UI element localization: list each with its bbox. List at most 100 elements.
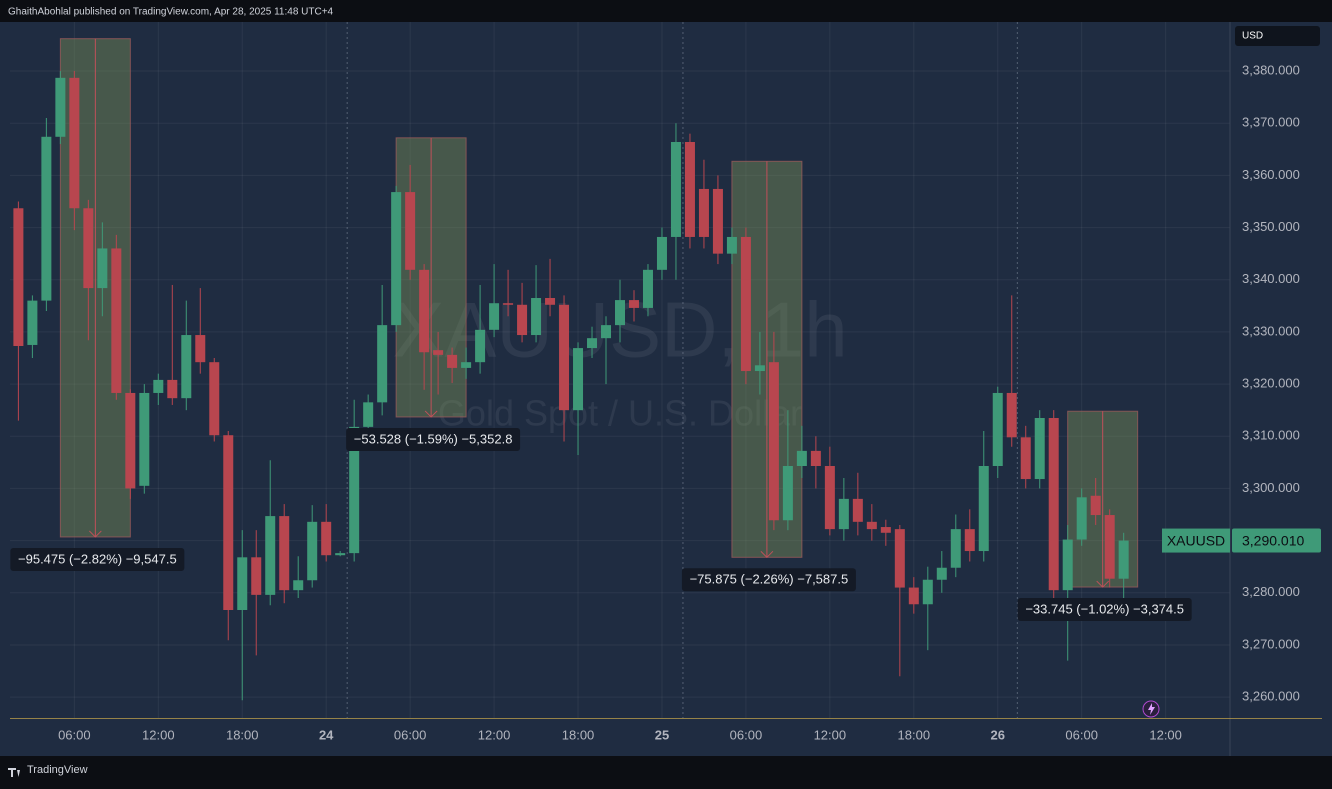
currency-box[interactable] xyxy=(1235,26,1320,46)
candle-body xyxy=(363,402,374,427)
candle-body xyxy=(601,325,612,339)
currency-label: USD xyxy=(1242,31,1263,42)
x-tick-label: 26 xyxy=(991,727,1005,742)
candle-body xyxy=(209,362,220,436)
candle-body xyxy=(321,521,332,556)
position-label-bg xyxy=(346,427,521,451)
x-tick-label: 06:00 xyxy=(1065,727,1098,742)
candle-body xyxy=(866,521,877,530)
candle-body xyxy=(656,236,667,270)
candle-body xyxy=(265,516,276,595)
candle-body xyxy=(852,498,863,522)
candle-body xyxy=(27,300,38,345)
footer-brand: TradingView xyxy=(27,764,88,776)
candle-body xyxy=(1090,495,1101,516)
watermark-subtitle: Gold Spot / U.S. Dollar xyxy=(438,393,802,434)
y-tick-label: 3,260.000 xyxy=(1242,689,1300,704)
candle-body xyxy=(587,338,598,349)
candle-body xyxy=(615,300,625,326)
position-label: −33.745 (−1.02%) −3,374.5 xyxy=(1025,601,1184,616)
candle-body xyxy=(670,142,681,237)
candle-body xyxy=(1104,515,1115,579)
candle-body xyxy=(712,188,723,254)
candle-body xyxy=(768,362,779,521)
candle-body xyxy=(391,192,402,326)
candle-body xyxy=(181,335,192,399)
candle-body xyxy=(237,557,248,610)
position-label-bg xyxy=(1017,598,1192,622)
candle-body xyxy=(13,208,24,346)
y-tick-label: 3,330.000 xyxy=(1242,323,1300,338)
candle-body xyxy=(1048,418,1059,591)
candle-body xyxy=(125,392,136,489)
candle-body xyxy=(279,516,290,591)
x-tick-label: 12:00 xyxy=(478,727,511,742)
position-arrow xyxy=(88,530,102,538)
candle-body xyxy=(684,142,695,237)
publish-header: GhaithAbohlal published on TradingView.c… xyxy=(8,7,334,18)
position-arrow xyxy=(424,410,438,418)
y-tick-label: 3,280.000 xyxy=(1242,584,1300,599)
candle-body xyxy=(405,192,416,270)
candle-body xyxy=(97,248,108,289)
candle-body xyxy=(545,298,556,305)
candle-body xyxy=(503,303,514,305)
candle-body xyxy=(1118,540,1129,579)
y-tick-label: 3,350.000 xyxy=(1242,219,1300,234)
symbol-tag-bg xyxy=(1162,528,1230,553)
candle-body xyxy=(153,379,164,393)
x-tick-label: 12:00 xyxy=(1149,727,1182,742)
y-tick-label: 3,360.000 xyxy=(1242,167,1300,182)
y-tick-label: 3,270.000 xyxy=(1242,636,1300,651)
candle-body xyxy=(838,498,849,530)
candle-body xyxy=(908,587,919,605)
candle-body xyxy=(894,529,905,588)
candle-body xyxy=(223,435,234,610)
candle-body xyxy=(195,335,206,363)
candle-body xyxy=(642,269,653,308)
x-tick-label: 06:00 xyxy=(394,727,427,742)
position-label-bg xyxy=(10,547,185,571)
candle-body xyxy=(307,521,318,581)
chart-area xyxy=(0,22,1332,756)
candle-body xyxy=(1076,497,1087,540)
symbol-tag: XAUUSD xyxy=(1167,532,1225,548)
position-label: −95.475 (−2.82%) −9,547.5 xyxy=(18,551,177,566)
candle-body xyxy=(936,567,947,580)
candle-body xyxy=(698,188,709,237)
candle-body xyxy=(964,529,975,552)
footer-logo xyxy=(8,768,20,777)
candle-body xyxy=(796,450,807,466)
plot: −95.475 (−2.82%) −9,547.5 −53.528 (−1.59%… xyxy=(10,38,1192,701)
candle-body xyxy=(251,557,262,595)
x-tick-label: 24 xyxy=(319,727,334,742)
x-tick-label: 18:00 xyxy=(562,727,595,742)
candle-body xyxy=(1020,437,1031,480)
candle-body xyxy=(111,248,122,393)
candle-body xyxy=(377,325,388,403)
y-tick-label: 3,300.000 xyxy=(1242,480,1300,495)
candle-body xyxy=(55,77,66,137)
x-tick-label: 12:00 xyxy=(142,727,175,742)
candle-body xyxy=(83,208,94,289)
candle-body xyxy=(69,77,80,209)
position-arrow xyxy=(1096,580,1110,588)
position-label-bg xyxy=(681,568,856,592)
candle-body xyxy=(517,304,528,336)
candle-body xyxy=(139,392,150,486)
candle-body xyxy=(740,236,751,372)
y-tick-label: 3,310.000 xyxy=(1242,428,1300,443)
candle-body xyxy=(810,450,821,466)
candle-body xyxy=(461,362,472,368)
candle-body xyxy=(349,426,360,554)
candle-body xyxy=(880,527,891,533)
candle-body xyxy=(447,354,458,368)
x-tick-label: 18:00 xyxy=(226,727,259,742)
last-price-label: 3,290.010 xyxy=(1242,532,1304,548)
candle-body xyxy=(726,236,737,254)
position-label: −75.875 (−2.26%) −7,587.5 xyxy=(690,572,849,587)
y-tick-label: 3,340.000 xyxy=(1242,271,1300,286)
candle-body xyxy=(782,466,793,521)
